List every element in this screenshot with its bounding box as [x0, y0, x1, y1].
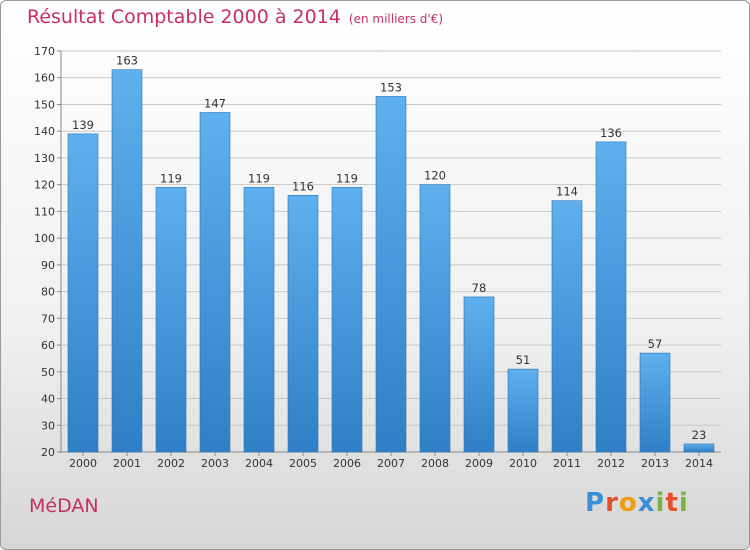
bar-2008: [419, 184, 451, 453]
bar-2010: [507, 368, 539, 453]
chart-subtitle: (en milliers d'€): [348, 12, 444, 26]
x-tick-label-2009: 2009: [465, 457, 493, 470]
bar-2011: [551, 200, 583, 453]
logo-letter: P: [585, 488, 606, 518]
value-label-2006: 119: [336, 171, 358, 185]
y-tick-label: 140: [34, 125, 55, 138]
bar-2004: [243, 187, 275, 453]
logo-letter: i: [655, 488, 666, 518]
x-tick-label-2007: 2007: [377, 457, 405, 470]
x-tick-label-2014: 2014: [685, 457, 713, 470]
commune-name: MéDAN: [29, 495, 99, 517]
logo-letter: i: [678, 488, 689, 518]
chart-title: Résultat Comptable 2000 à 2014 (en millie…: [27, 6, 443, 28]
y-tick-label: 120: [34, 179, 55, 192]
value-label-2014: 23: [692, 428, 707, 442]
y-tick-label: 100: [34, 232, 55, 245]
y-tick-label: 170: [34, 45, 55, 58]
y-tick-label: 30: [41, 419, 55, 432]
y-tick-label: 130: [34, 152, 55, 165]
bar-2013: [639, 352, 671, 453]
title-text: Résultat Comptable 2000 à 2014: [27, 6, 341, 28]
value-label-2003: 147: [204, 96, 226, 110]
bar-2000: [67, 133, 99, 453]
y-tick-label: 40: [41, 393, 55, 406]
x-tick-label-2001: 2001: [113, 457, 141, 470]
y-tick-label: 90: [41, 259, 55, 272]
logo-letter: t: [665, 488, 679, 518]
x-tick-label-2000: 2000: [69, 457, 97, 470]
x-tick-label-2013: 2013: [641, 457, 669, 470]
value-label-2001: 163: [116, 54, 138, 68]
x-tick-label-2012: 2012: [597, 457, 625, 470]
bar-2003: [199, 112, 231, 453]
bar-2007: [375, 96, 407, 453]
y-tick-label: 160: [34, 72, 55, 85]
bar-2005: [287, 195, 319, 453]
x-tick-label-2006: 2006: [333, 457, 361, 470]
value-label-2000: 139: [72, 118, 94, 132]
y-tick-label: 50: [41, 366, 55, 379]
y-tick-label: 110: [34, 205, 55, 218]
value-label-2011: 114: [556, 185, 578, 199]
bar-2001: [111, 69, 143, 453]
value-label-2002: 119: [160, 171, 182, 185]
y-tick-label: 70: [41, 312, 55, 325]
x-tick-label-2003: 2003: [201, 457, 229, 470]
x-tick-label-2008: 2008: [421, 457, 449, 470]
bar-2006: [331, 187, 363, 453]
y-tick-label: 60: [41, 339, 55, 352]
logo-letter: o: [618, 488, 638, 518]
value-label-2009: 78: [472, 281, 487, 295]
y-tick-label: 80: [41, 286, 55, 299]
x-tick-label-2010: 2010: [509, 457, 537, 470]
value-label-2007: 153: [380, 80, 402, 94]
value-label-2005: 116: [292, 179, 314, 193]
y-tick-label: 20: [41, 446, 55, 459]
proxiti-logo: Proxiti: [585, 488, 689, 518]
x-tick-label-2011: 2011: [553, 457, 581, 470]
bar-2014: [683, 443, 715, 453]
y-tick-label: 150: [34, 98, 55, 111]
logo-letter: x: [637, 488, 656, 518]
bar-2002: [155, 187, 187, 453]
value-label-2004: 119: [248, 171, 270, 185]
logo-letter: r: [605, 488, 619, 518]
bar-2009: [463, 296, 495, 453]
value-label-2013: 57: [648, 337, 663, 351]
value-label-2012: 136: [600, 126, 622, 140]
x-tick-label-2002: 2002: [157, 457, 185, 470]
x-tick-label-2004: 2004: [245, 457, 273, 470]
x-tick-label-2005: 2005: [289, 457, 317, 470]
value-label-2010: 51: [516, 353, 531, 367]
value-label-2008: 120: [424, 169, 446, 183]
bar-2012: [595, 141, 627, 453]
